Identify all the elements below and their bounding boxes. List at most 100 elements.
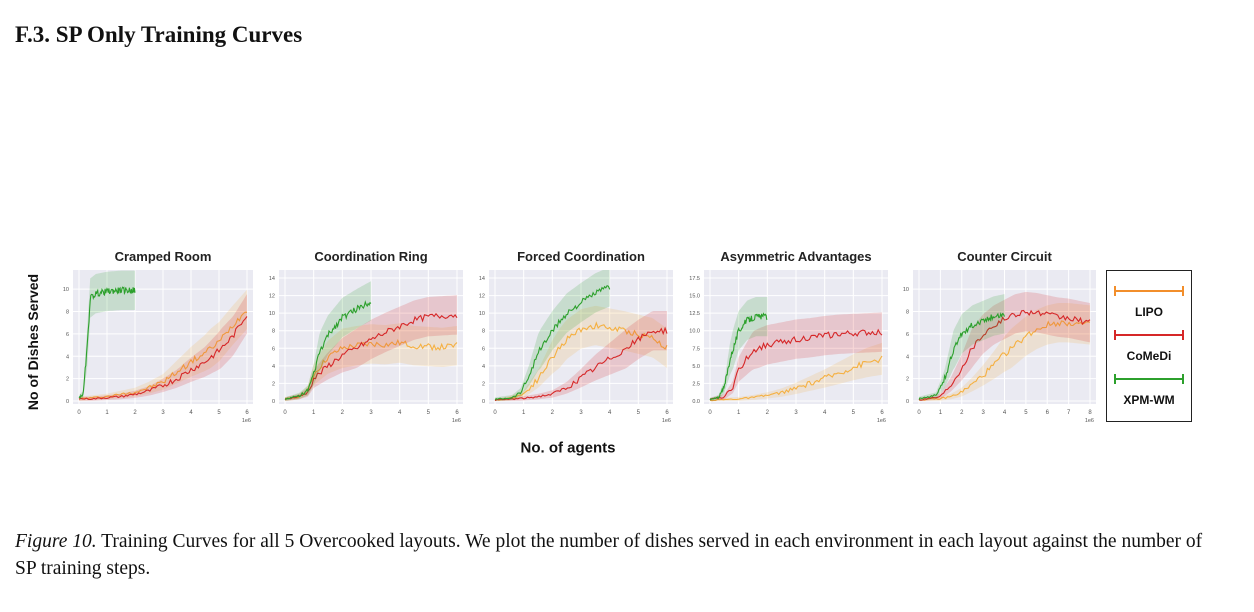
x-tick-label: 0	[917, 410, 921, 416]
band-comedi	[919, 292, 1090, 401]
y-tick-label: 8	[66, 310, 69, 316]
x-tick-label: 3	[161, 410, 165, 416]
y-tick-label: 17.5	[689, 276, 700, 282]
x-tick-label: 1	[105, 410, 109, 416]
chart-title: Asymmetric Advantages	[720, 249, 871, 264]
x-tick-label: 5	[217, 410, 221, 416]
x-tick-label: 5	[1024, 410, 1028, 416]
y-tick-label: 0.0	[692, 399, 700, 405]
y-tick-label: 5.0	[692, 364, 700, 370]
x-offset-label: 1e6	[1085, 418, 1094, 424]
y-tick-label: 8	[482, 329, 485, 335]
line-comedi	[78, 316, 248, 400]
line-lipo	[284, 339, 458, 400]
y-tick-label: 0	[66, 399, 69, 405]
x-tick-label: 0	[283, 410, 287, 416]
x-tick-label: 5	[852, 410, 856, 416]
series-group	[709, 297, 883, 402]
chart-title: Cramped Room	[115, 249, 212, 264]
y-tick-label: 4	[66, 354, 69, 360]
x-tick-label: 7	[1067, 410, 1071, 416]
legend-item-lipo: LIPO	[1107, 283, 1191, 323]
y-tick-label: 2	[482, 381, 485, 387]
legend-label-lipo: LIPO	[1134, 305, 1163, 319]
legend-swatch-lipo	[1114, 286, 1184, 296]
series-group	[918, 292, 1091, 401]
chart-counter-circuit: Counter Circuit 0 1 2 3 4 5 6 7 8 1e6 0 2 4 6 8 10	[903, 249, 1096, 424]
y-tick-label: 4	[272, 364, 275, 370]
band-lipo	[285, 323, 457, 401]
band-comedi	[710, 312, 882, 401]
x-tick-label: 4	[1003, 410, 1007, 416]
x-offset-label: 1e6	[452, 418, 461, 424]
x-tick-label: 1	[522, 410, 526, 416]
shared-x-axis-label: No. of agents	[520, 439, 616, 457]
x-tick-label: 4	[189, 410, 193, 416]
y-tick-label: 12	[479, 294, 485, 300]
y-tick-label: 0	[906, 399, 909, 405]
line-comedi	[284, 312, 458, 401]
x-tick-label: 1	[737, 410, 741, 416]
line-lipo	[78, 311, 248, 400]
chart-title: Forced Coordination	[517, 249, 645, 264]
x-tick-label: 0	[708, 410, 712, 416]
line-comedi	[918, 309, 1091, 401]
figure-caption: Figure 10. Training Curves for all 5 Ove…	[15, 528, 1215, 582]
caption-prefix: Figure 10.	[15, 531, 97, 552]
band-lipo	[495, 305, 667, 401]
legend-label-xpm-wm: XPM-WM	[1123, 393, 1175, 407]
y-tick-label: 8	[906, 310, 909, 316]
legend-swatch-xpm-wm	[1114, 374, 1184, 384]
x-tick-label: 4	[398, 410, 402, 416]
series-group	[78, 270, 248, 401]
x-tick-label: 2	[766, 410, 770, 416]
x-tick-label: 3	[369, 410, 373, 416]
x-tick-label: 1	[939, 410, 943, 416]
y-tick-label: 4	[482, 364, 485, 370]
line-comedi	[709, 328, 883, 400]
y-tick-label: 10.0	[689, 329, 700, 335]
x-tick-label: 3	[981, 410, 985, 416]
x-tick-label: 8	[1088, 410, 1092, 416]
chart-title: Counter Circuit	[957, 249, 1052, 264]
y-tick-label: 14	[479, 276, 485, 282]
x-tick-label: 6	[245, 410, 249, 416]
y-tick-label: 7.5	[692, 346, 700, 352]
x-tick-label: 4	[608, 410, 612, 416]
x-tick-label: 3	[794, 410, 798, 416]
shared-y-axis-label: No of Dishes Served	[25, 273, 41, 411]
line-xpm-wm	[494, 284, 611, 400]
y-tick-label: 0	[272, 399, 275, 405]
y-tick-label: 12.5	[689, 311, 700, 317]
y-tick-label: 14	[269, 276, 275, 282]
y-tick-label: 6	[906, 332, 909, 338]
line-xpm-wm	[78, 286, 136, 399]
band-lipo	[79, 289, 247, 401]
chart-cramped-room: Cramped Room 0 1 2 3 4 5 6 1e6 0 2 4 6 8 10	[63, 249, 253, 424]
x-offset-label: 1e6	[242, 418, 251, 424]
y-tick-label: 6	[272, 346, 275, 352]
line-xpm-wm	[284, 300, 372, 400]
y-tick-label: 8	[272, 329, 275, 335]
x-offset-label: 1e6	[877, 418, 886, 424]
line-lipo	[918, 320, 1091, 401]
caption-text: Training Curves for all 5 Overcooked lay…	[15, 531, 1203, 579]
band-xpm-wm	[710, 297, 768, 401]
series-group	[494, 270, 668, 402]
legend-item-comedi: CoMeDi	[1107, 327, 1191, 367]
x-tick-label: 2	[551, 410, 555, 416]
band-xpm-wm	[919, 294, 1005, 401]
y-tick-label: 2	[906, 377, 909, 383]
line-xpm-wm	[709, 312, 768, 401]
legend-swatch-comedi	[1114, 330, 1184, 340]
x-tick-label: 2	[341, 410, 345, 416]
band-xpm-wm	[79, 270, 135, 400]
band-lipo	[919, 303, 1090, 401]
y-tick-label: 6	[66, 332, 69, 338]
series-group	[284, 281, 458, 401]
legend-item-xpm-wm: XPM-WM	[1107, 371, 1191, 411]
y-tick-label: 0	[482, 399, 485, 405]
band-comedi	[79, 294, 247, 401]
